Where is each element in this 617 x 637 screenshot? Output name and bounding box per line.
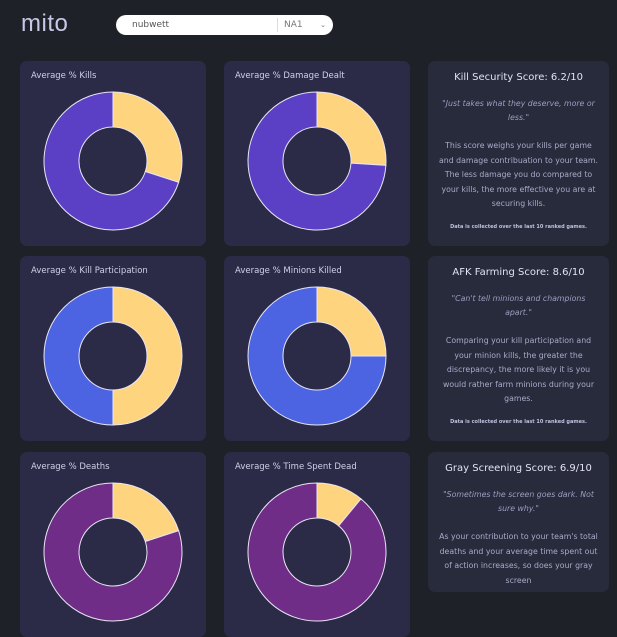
donut-slice-rest[interactable] <box>247 91 387 231</box>
donut-chart <box>43 91 183 231</box>
chart-title: Average % Kills <box>31 71 97 81</box>
score-note: Data is collected over the last 10 ranke… <box>450 418 587 425</box>
donut-chart <box>247 286 387 426</box>
donut-chart <box>43 482 183 622</box>
donut-slice-rest[interactable] <box>43 91 180 231</box>
chart-title: Average % Time Spent Dead <box>235 462 357 472</box>
score-description: Comparing your kill participation and yo… <box>442 336 595 403</box>
score-card-kill-security: Kill Security Score: 6.2/10 "Just takes … <box>428 61 609 246</box>
chart-title: Average % Deaths <box>31 462 110 472</box>
donut-slice-player[interactable] <box>316 91 387 166</box>
donut-chart <box>43 286 183 426</box>
summoner-search: NA1 ⌄ <box>116 15 333 35</box>
score-title: Kill Security Score: 6.2/10 <box>454 72 583 83</box>
score-card-afk-farming: AFK Farming Score: 8.6/10 "Can't tell mi… <box>428 256 609 441</box>
score-card-gray-screening: Gray Screening Score: 6.9/10 "Sometimes … <box>428 452 609 592</box>
donut-slice-player[interactable] <box>112 286 183 426</box>
chart-card: Average % Minions Killed <box>224 256 410 441</box>
chevron-down-icon: ⌄ <box>320 21 326 29</box>
logo[interactable]: mito <box>21 10 69 37</box>
chart-card: Average % Deaths <box>20 452 206 637</box>
chart-card: Average % Kill Participation <box>20 256 206 441</box>
score-quote: "Just takes what they deserve, more or l… <box>442 99 595 122</box>
region-value: NA1 <box>284 20 303 30</box>
donut-chart <box>247 91 387 231</box>
chart-title: Average % Damage Dealt <box>235 71 345 81</box>
donut-slice-rest[interactable] <box>43 286 114 426</box>
score-note: Data is collected over the last 10 ranke… <box>450 223 587 230</box>
score-description: This score weighs your kills per game an… <box>439 141 599 208</box>
region-select[interactable]: NA1 ⌄ <box>277 18 332 32</box>
donut-slice-player[interactable] <box>316 286 387 357</box>
donut-slice-rest[interactable] <box>247 286 387 426</box>
donut-slice-player[interactable] <box>112 91 183 183</box>
score-quote: "Sometimes the screen goes dark. Not sur… <box>443 490 594 513</box>
donut-chart <box>247 482 387 622</box>
donut-slice-rest[interactable] <box>247 482 387 622</box>
chart-card: Average % Time Spent Dead <box>224 452 410 637</box>
chart-title: Average % Minions Killed <box>235 266 342 276</box>
search-input[interactable] <box>132 20 277 30</box>
score-description: As your contribution to your team's tota… <box>439 532 598 585</box>
donut-slice-player[interactable] <box>112 482 180 543</box>
chart-title: Average % Kill Participation <box>31 266 148 276</box>
chart-card: Average % Damage Dealt <box>224 61 410 246</box>
score-quote: "Can't tell minions and champions apart.… <box>451 294 586 317</box>
score-title: Gray Screening Score: 6.9/10 <box>445 463 592 474</box>
chart-card: Average % Kills <box>20 61 206 246</box>
score-title: AFK Farming Score: 8.6/10 <box>452 267 585 278</box>
